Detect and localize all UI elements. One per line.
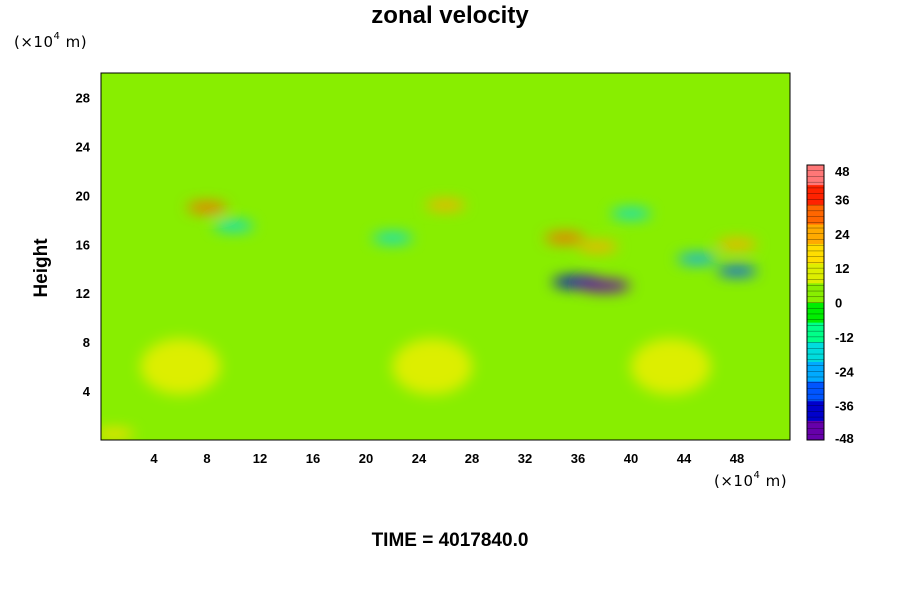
x-tick-label: 8: [203, 451, 210, 466]
colorbar-segment: [807, 165, 824, 186]
colorbar-tick-label: 0: [835, 296, 842, 311]
colorbar-segment: [807, 263, 824, 284]
x-tick-label: 16: [306, 451, 320, 466]
colorbar-tick-label: 48: [835, 164, 849, 179]
chart-title: zonal velocity: [371, 2, 529, 29]
y-tick-label: 24: [76, 139, 91, 154]
heatmap-feature-0: [187, 202, 227, 213]
plot-frame: [100, 72, 791, 441]
heatmap-feature-11: [611, 208, 651, 219]
plot-area: [100, 72, 791, 441]
y-tick-label: 8: [83, 335, 90, 350]
colorbar-segment: [807, 322, 824, 343]
colorbar-segment: [807, 400, 824, 421]
colorbar-segment: [807, 341, 824, 362]
x-tick-label: 32: [518, 451, 532, 466]
colorbar-segment: [807, 302, 824, 323]
colorbar: 48 36 24 12 0 -12 -24 -36 -48: [806, 164, 855, 446]
colorbar-tick-label: 36: [835, 192, 849, 207]
y-tick-label: 28: [76, 90, 90, 105]
x-tick-label: 48: [730, 451, 744, 466]
heatmap-feature-15: [101, 428, 135, 439]
heatmap-feature-12: [140, 338, 221, 395]
heatmap-feature-8: [677, 253, 718, 264]
y-tick-label: 20: [76, 188, 90, 203]
x-tick-label: 40: [624, 451, 638, 466]
heatmap-feature-4: [717, 239, 757, 250]
heatmap-feature-9: [372, 233, 413, 244]
heatmap-feature-3: [577, 241, 618, 252]
colorbar-tick-label: -24: [835, 364, 855, 379]
x-tick-label: 12: [253, 451, 267, 466]
y-axis: 4 8 12 16 20 24 28: [76, 90, 91, 399]
colorbar-tick-label: -36: [835, 399, 854, 414]
colorbar-frame: [806, 164, 825, 441]
colorbar-tick-label: 12: [835, 261, 849, 276]
x-axis: 4 8 12 16 20 24 28 32 36 40 44 48: [150, 451, 744, 466]
x-axis-unit: (×104 m): [714, 470, 788, 490]
colorbar-segment: [807, 361, 824, 382]
heatmap-feature-1: [425, 200, 466, 211]
heatmap-feature-14: [630, 338, 711, 395]
colorbar-segment: [807, 381, 824, 402]
colorbar-segment: [807, 282, 824, 303]
colorbar-tick-label: 24: [835, 227, 850, 242]
heatmap-feature-13: [392, 338, 473, 395]
x-tick-label: 36: [571, 451, 585, 466]
x-tick-label: 44: [677, 451, 692, 466]
y-tick-label: 12: [76, 286, 90, 301]
x-tick-label: 20: [359, 451, 373, 466]
x-tick-label: 28: [465, 451, 479, 466]
y-tick-label: 16: [76, 237, 90, 252]
colorbar-tick-label: -12: [835, 330, 854, 345]
colorbar-segment: [807, 420, 824, 441]
colorbar-tick-label: -48: [835, 431, 854, 446]
heatmap-feature-10: [213, 220, 254, 231]
colorbar-segment: [807, 243, 824, 264]
x-tick-label: 24: [412, 451, 427, 466]
colorbar-segment: [807, 204, 824, 225]
colorbar-segment: [807, 223, 824, 245]
y-axis-unit: (×104 m): [14, 31, 88, 51]
x-tick-label: 4: [150, 451, 158, 466]
heatmap-feature-7: [717, 266, 757, 277]
colorbar-segment: [807, 184, 824, 205]
heatmap-feature-2: [544, 233, 585, 244]
time-label: TIME = 4017840.0: [371, 530, 529, 551]
y-tick-label: 4: [83, 384, 91, 399]
heatmap-feature-6: [578, 279, 631, 292]
